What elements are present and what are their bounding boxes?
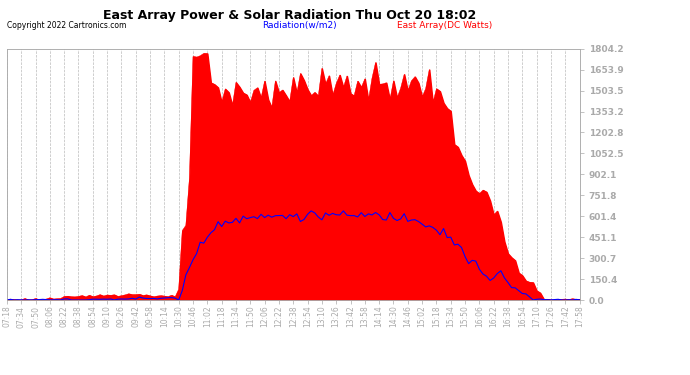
Text: Radiation(w/m2): Radiation(w/m2) xyxy=(262,21,337,30)
Text: Copyright 2022 Cartronics.com: Copyright 2022 Cartronics.com xyxy=(7,21,126,30)
Text: East Array(DC Watts): East Array(DC Watts) xyxy=(397,21,492,30)
Text: East Array Power & Solar Radiation Thu Oct 20 18:02: East Array Power & Solar Radiation Thu O… xyxy=(104,9,476,22)
